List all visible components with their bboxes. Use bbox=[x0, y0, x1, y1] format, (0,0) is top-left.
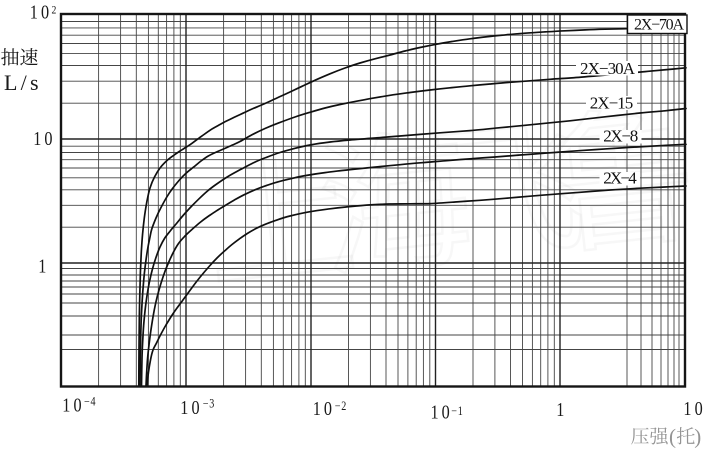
svg-text:2: 2 bbox=[52, 4, 57, 17]
svg-text:2X−70A: 2X−70A bbox=[634, 17, 684, 34]
svg-text:1: 1 bbox=[556, 398, 567, 420]
svg-text:10: 10 bbox=[313, 398, 335, 420]
svg-text:−4: −4 bbox=[84, 396, 96, 409]
svg-text:10: 10 bbox=[30, 1, 52, 23]
svg-text:10: 10 bbox=[62, 394, 84, 416]
svg-text:−3: −3 bbox=[203, 398, 215, 411]
svg-text:2X−30A: 2X−30A bbox=[580, 59, 636, 78]
svg-text:): ) bbox=[694, 425, 701, 449]
svg-text:10: 10 bbox=[33, 128, 55, 150]
svg-text:−1: −1 bbox=[451, 405, 463, 418]
svg-text:2X−4: 2X−4 bbox=[603, 169, 637, 188]
svg-text:10: 10 bbox=[683, 397, 705, 419]
svg-text:L/s: L/s bbox=[4, 70, 42, 95]
svg-text:2X−15: 2X−15 bbox=[590, 94, 634, 113]
svg-text:−2: −2 bbox=[335, 400, 347, 413]
svg-text:2X−8: 2X−8 bbox=[603, 127, 638, 146]
svg-text:(: ( bbox=[669, 425, 676, 449]
svg-text:10: 10 bbox=[180, 396, 202, 418]
svg-text:1: 1 bbox=[38, 255, 49, 277]
svg-text:10: 10 bbox=[431, 401, 453, 423]
